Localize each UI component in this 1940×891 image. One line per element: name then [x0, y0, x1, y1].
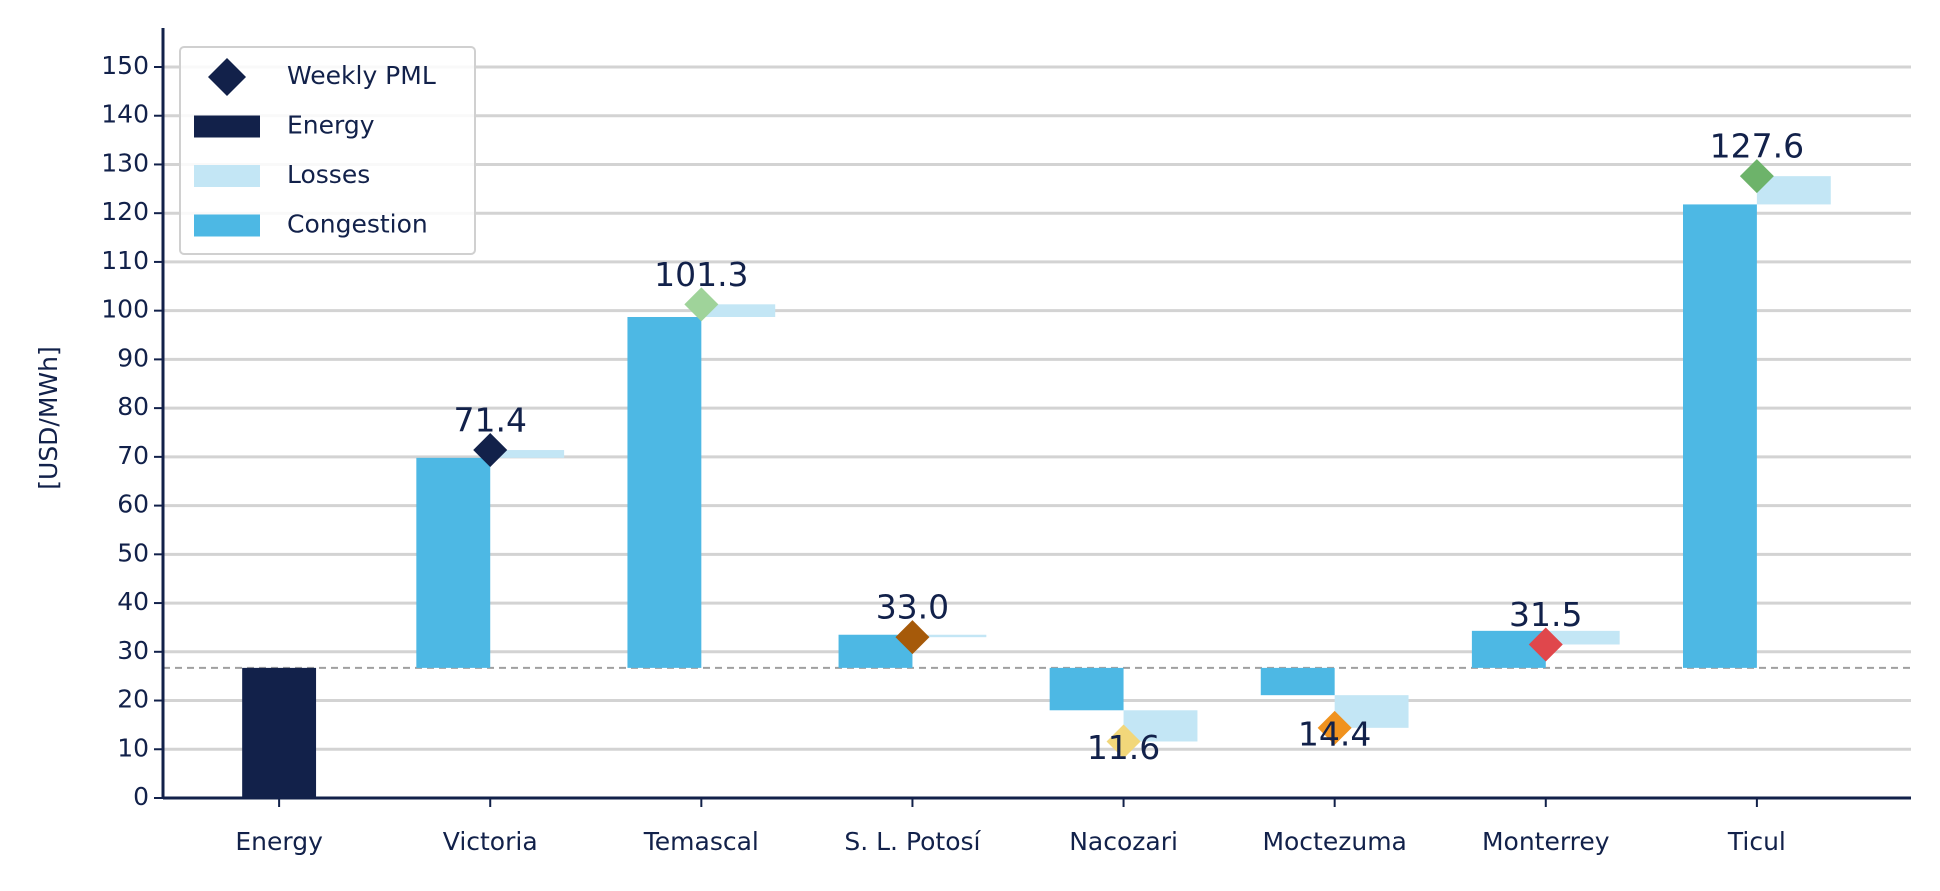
data-label: 101.3 — [654, 255, 748, 294]
losses-bar — [1123, 710, 1198, 742]
losses-bar — [1545, 630, 1620, 645]
y-tick-label: 90 — [117, 343, 149, 372]
pml-marker — [684, 287, 719, 322]
y-tick-label: 0 — [133, 782, 149, 811]
congestion-bar — [416, 457, 491, 668]
y-tick-label: 80 — [117, 392, 149, 421]
y-tick-label: 60 — [117, 490, 149, 519]
legend-swatch — [194, 115, 260, 138]
x-tick-label: Temascal — [643, 827, 759, 856]
y-tick-label: 110 — [101, 246, 149, 275]
legend-box — [179, 46, 476, 255]
y-tick-label: 20 — [117, 685, 149, 714]
data-label: 11.6 — [1087, 728, 1160, 767]
data-label: 31.5 — [1509, 595, 1582, 634]
x-tick-label: Victoria — [443, 827, 538, 856]
data-label: 14.4 — [1298, 714, 1371, 753]
x-tick-label: Nacozari — [1069, 827, 1178, 856]
x-tick-label: S. L. Potosí — [844, 827, 981, 856]
y-tick-label: 130 — [101, 148, 149, 177]
pml-marker — [1317, 710, 1352, 745]
x-tick-label: Energy — [235, 827, 323, 856]
x-tick-label: Ticul — [1727, 827, 1786, 856]
losses-bar — [1334, 695, 1409, 728]
pml-marker — [1739, 159, 1774, 194]
y-tick-label: 10 — [117, 733, 149, 762]
legend-swatch — [194, 165, 260, 187]
congestion-bar — [1049, 667, 1124, 711]
congestion-bar — [1260, 667, 1335, 696]
legend-label: Energy — [287, 111, 375, 140]
legend-label: Congestion — [287, 210, 428, 239]
y-tick-label: 30 — [117, 636, 149, 665]
y-tick-label: 100 — [101, 295, 149, 324]
y-tick-label: 140 — [101, 100, 149, 129]
losses-bar — [1756, 176, 1831, 205]
pml-marker — [1528, 627, 1563, 662]
legend-marker — [208, 58, 246, 96]
data-label: 33.0 — [876, 588, 949, 627]
losses-bar — [912, 634, 987, 638]
y-tick-label: 70 — [117, 441, 149, 470]
y-tick-label: 50 — [117, 538, 149, 567]
energy-bar — [242, 667, 317, 798]
y-tick-label: 120 — [101, 197, 149, 226]
congestion-bar — [627, 316, 702, 668]
y-tick-label: 150 — [101, 51, 149, 80]
legend-label: Weekly PML — [287, 61, 436, 90]
legend-label: Losses — [287, 160, 370, 189]
losses-bar — [490, 450, 565, 458]
pml-marker — [895, 620, 930, 655]
x-tick-label: Monterrey — [1482, 827, 1610, 856]
losses-bar — [701, 304, 776, 317]
x-tick-label: Moctezuma — [1262, 827, 1406, 856]
y-tick-label: 40 — [117, 587, 149, 616]
congestion-bar — [1683, 204, 1757, 668]
congestion-bar — [1471, 630, 1546, 668]
data-label: 71.4 — [453, 401, 526, 440]
data-label: 127.6 — [1710, 127, 1804, 166]
legend: Weekly PML Energy Losses Congestion — [179, 46, 476, 255]
pml-marker — [1106, 724, 1141, 759]
y-axis-label: [USD/MWh] — [34, 346, 63, 489]
legend-swatch — [194, 214, 260, 237]
pml-marker — [473, 433, 508, 468]
